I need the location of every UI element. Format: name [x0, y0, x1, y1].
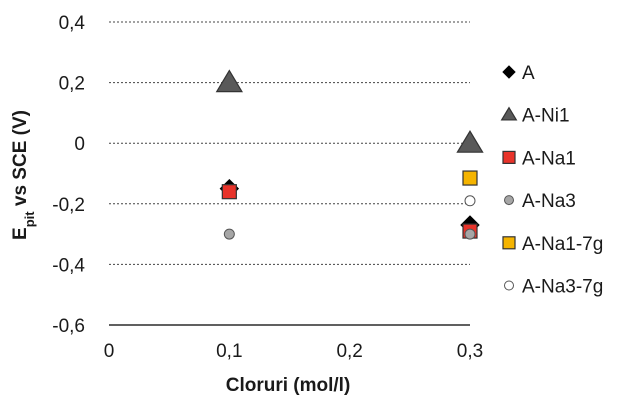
- y-axis-title-rest: vs SCE (V): [10, 110, 31, 211]
- legend-marker: [502, 65, 516, 79]
- legend-item: A-Na3: [504, 191, 576, 212]
- y-tick-label: 0,2: [59, 74, 85, 95]
- y-tick-labels: 0,4 0,2 0 -0,2 -0,4 -0,6: [52, 13, 85, 337]
- x-tick-label: 0,1: [216, 341, 242, 362]
- x-tick-label: 0,2: [336, 341, 362, 362]
- legend-marker: [502, 236, 516, 250]
- y-axis-title-sub: pit: [22, 211, 37, 228]
- y-tick-label: 0: [74, 134, 85, 155]
- y-axis-title: Epit vs SCE (V): [10, 110, 37, 240]
- legend-marker: [502, 150, 516, 164]
- data-point-a-na3: [223, 228, 235, 240]
- legend-item: A-Na1-7g: [502, 234, 603, 255]
- legend-marker: [504, 195, 514, 206]
- legend-label: A-Na3: [522, 191, 576, 212]
- data-point-a-na3-7g: [464, 195, 476, 207]
- legend-label: A-Na1: [522, 148, 576, 169]
- legend-label: A-Na3-7g: [522, 277, 603, 298]
- data-point-a-ni1: [456, 130, 484, 153]
- legend-label: A-Na1-7g: [522, 234, 603, 255]
- y-tick-label: -0,2: [52, 195, 85, 216]
- legend-marker: [500, 106, 518, 121]
- data-point-a-na1: [221, 184, 237, 200]
- legend-label: A: [522, 63, 535, 84]
- y-tick-label: -0,4: [52, 255, 85, 276]
- data-point-a-na1-7g: [462, 170, 478, 186]
- legend-label: A-Ni1: [522, 106, 570, 127]
- legend-item: A-Na3-7g: [504, 277, 603, 298]
- grid-lines: [109, 21, 470, 265]
- y-tick-label: 0,4: [59, 13, 86, 34]
- x-tick-label: 0: [104, 341, 115, 362]
- data-points: [215, 69, 484, 240]
- y-tick-label: -0,6: [52, 316, 85, 337]
- data-point-a-ni1: [215, 69, 243, 93]
- x-axis-title: Cloruri (mol/l): [226, 375, 351, 396]
- legend-item: A-Ni1: [500, 106, 570, 127]
- legend-marker: [504, 280, 514, 291]
- x-tick-labels: 0 0,1 0,2 0,3: [104, 341, 484, 362]
- data-point-a-na3: [464, 228, 476, 240]
- legend: A A-Ni1 A-Na1 A-Na3 A-Na1-7g A-Na3-7g: [500, 63, 603, 298]
- legend-item: A-Na1: [502, 148, 576, 169]
- x-tick-label: 0,3: [457, 341, 483, 362]
- y-axis-title-main: E: [10, 227, 31, 240]
- legend-item: A: [502, 63, 535, 84]
